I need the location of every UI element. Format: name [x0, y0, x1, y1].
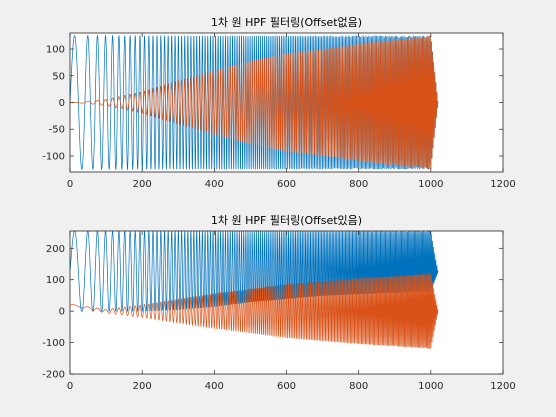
axes-bottom: 0 200 400 600 800 1000 1200 -200 -100 0 100 200 1차 …: [42, 214, 515, 392]
x-tick-label-top-5: 1000: [418, 179, 443, 190]
series-line-top-1: [70, 35, 439, 170]
axes-top: 0 200 400 600 800 1000 1200 -100 -50 0 50 100 1차 원 …: [42, 16, 515, 190]
x-tick-label-bottom-1: 200: [133, 381, 152, 392]
x-tick-label-top-2: 400: [205, 179, 224, 190]
x-tick-label-bottom-2: 400: [205, 381, 224, 392]
y-tick-label-bottom-2: 0: [59, 307, 65, 318]
x-tick-label-bottom-6: 1200: [490, 381, 515, 392]
series-layer-top: [70, 34, 439, 171]
x-tick-label-top-3: 600: [277, 179, 296, 190]
x-tick-label-top-0: 0: [67, 179, 73, 190]
chart-title-bottom: 1차 원 HPF 필터링(Offset있음): [211, 214, 362, 227]
y-tick-label-bottom-3: 100: [46, 275, 65, 286]
y-tick-label-top-4: 100: [46, 45, 65, 56]
series-line-bottom-0: [70, 231, 439, 312]
y-tick-label-bottom-0: -200: [42, 370, 65, 381]
x-tick-label-top-4: 800: [349, 179, 368, 190]
y-tick-label-top-2: 0: [59, 98, 65, 109]
y-tick-label-bottom-4: 200: [46, 244, 65, 255]
y-tick-label-top-1: -50: [49, 125, 65, 136]
series-line-bottom-1: [70, 273, 439, 349]
series-layer-bottom: [70, 231, 439, 349]
chart-title-top: 1차 원 HPF 필터링(Offset없음): [211, 16, 362, 29]
x-tick-label-bottom-5: 1000: [418, 381, 443, 392]
x-tick-label-top-1: 200: [133, 179, 152, 190]
y-tick-label-top-3: 50: [52, 71, 65, 82]
ticks-layer-top: 0 200 400 600 800 1000 1200 -100 -50 0 50 100: [42, 33, 516, 190]
x-tick-label-bottom-0: 0: [67, 381, 73, 392]
x-tick-label-bottom-3: 600: [277, 381, 296, 392]
ticks-layer-bottom: 0 200 400 600 800 1000 1200 -200 -100 0 100 200: [42, 231, 516, 392]
y-tick-label-bottom-1: -100: [42, 338, 65, 349]
x-tick-label-top-6: 1200: [490, 179, 515, 190]
y-tick-label-top-0: -100: [42, 151, 65, 162]
x-tick-label-bottom-4: 800: [349, 381, 368, 392]
